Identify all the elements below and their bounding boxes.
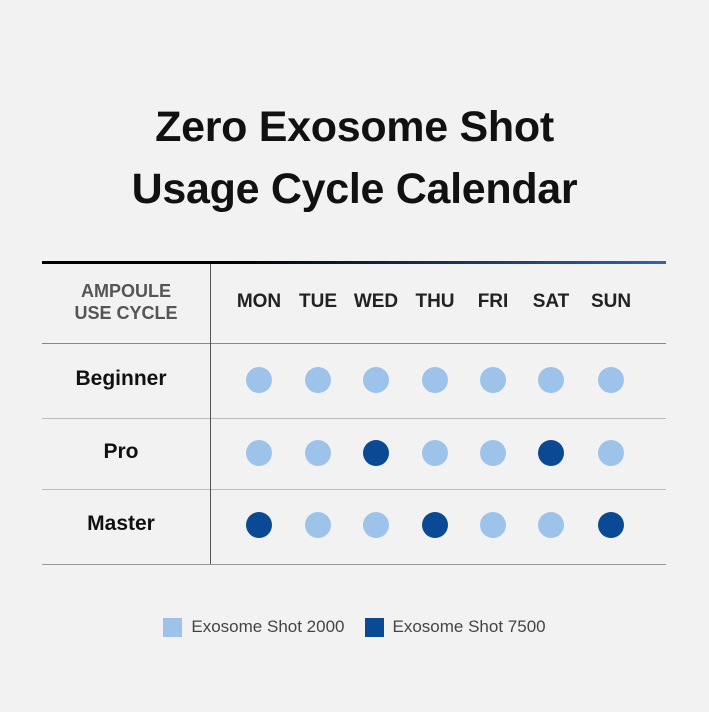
dot-pro-fri [480,440,506,466]
dot-pro-thu [422,440,448,466]
dot-master-mon [246,512,272,538]
legend: Exosome Shot 2000 Exosome Shot 7500 [0,617,709,637]
header-line: USE CYCLE [74,303,178,323]
day-header-mon: MON [236,291,282,312]
dot-pro-sat [538,440,564,466]
dot-pro-sun [598,440,624,466]
day-header-wed: WED [353,291,399,312]
dot-master-thu [422,512,448,538]
day-header-tue: TUE [299,291,337,312]
day-header-sat: SAT [532,291,570,312]
row-label-master: Master [87,512,155,535]
dot-beginner-tue [305,367,331,393]
column-divider [210,264,211,564]
divider [42,343,666,344]
title-line-1: Zero Exosome Shot [155,103,554,151]
dot-pro-tue [305,440,331,466]
day-header-fri: FRI [477,291,509,312]
dot-beginner-wed [363,367,389,393]
dot-master-fri [480,512,506,538]
title-line-2: Usage Cycle Calendar [131,165,578,213]
dot-beginner-mon [246,367,272,393]
dot-master-wed [363,512,389,538]
legend-swatch [364,617,384,637]
top-rule [42,261,666,264]
legend-label: Exosome Shot 2000 [191,617,345,636]
legend-label: Exosome Shot 7500 [392,617,546,636]
day-header-sun: SUN [590,291,632,312]
day-header-thu: THU [415,291,455,312]
dot-pro-wed [363,440,389,466]
legend-item-7500: Exosome Shot 7500 [364,617,546,637]
row-label-beginner: Beginner [75,367,167,390]
legend-item-2000: Exosome Shot 2000 [163,617,345,637]
dot-beginner-sun [598,367,624,393]
dot-pro-mon [246,440,272,466]
dot-master-sun [598,512,624,538]
dot-master-sat [538,512,564,538]
dot-beginner-fri [480,367,506,393]
divider [42,564,666,565]
header-ampoule-use-cycle: AMPOULE USE CYCLE [42,280,210,324]
divider [42,418,666,419]
row-label-pro: Pro [103,440,139,463]
legend-swatch [163,617,183,637]
dot-beginner-sat [538,367,564,393]
divider [42,489,666,490]
dot-master-tue [305,512,331,538]
header-line: AMPOULE [81,281,171,301]
dot-beginner-thu [422,367,448,393]
